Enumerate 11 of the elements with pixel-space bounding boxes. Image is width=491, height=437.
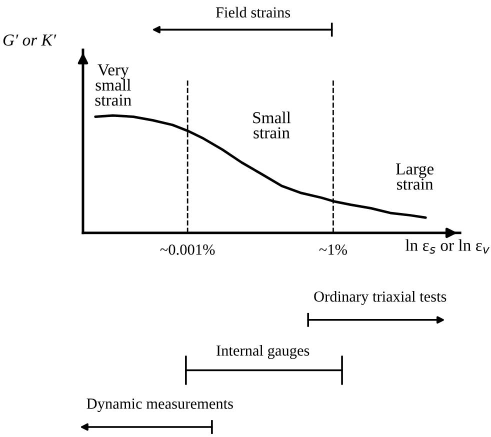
x-tick-label: ~1% xyxy=(319,244,348,255)
annotation: Large strain xyxy=(396,163,434,190)
x-axis-title: ln ε$_{s}$ or ln ε$_{v}$ xyxy=(406,239,490,254)
text: Ordinary triaxial tests xyxy=(314,290,446,305)
text: Dynamic measurements xyxy=(86,398,233,412)
y-axis-title: G′ or K′ xyxy=(3,34,56,46)
x-tick-label: ~0.001% xyxy=(160,244,215,255)
text: Field strains xyxy=(216,6,290,18)
text: Very small strain xyxy=(95,64,132,106)
text: Internal gauges xyxy=(216,344,310,359)
annotation: Small strain xyxy=(253,112,291,138)
